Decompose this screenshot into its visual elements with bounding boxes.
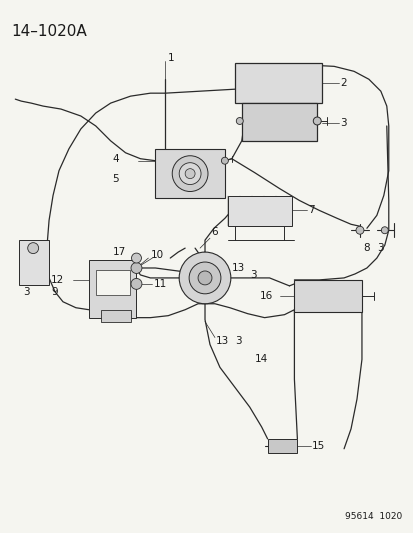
- Circle shape: [221, 157, 228, 164]
- Bar: [227, 197, 292, 227]
- Text: 16: 16: [259, 291, 272, 301]
- Circle shape: [172, 156, 207, 191]
- Text: 5: 5: [112, 174, 119, 183]
- Text: 7: 7: [308, 205, 314, 215]
- Bar: [234, 63, 321, 103]
- Circle shape: [131, 278, 142, 289]
- Circle shape: [380, 227, 387, 234]
- Text: 13: 13: [231, 263, 244, 273]
- Text: 9: 9: [51, 287, 57, 297]
- Text: 14–1020A: 14–1020A: [11, 23, 87, 38]
- Bar: [95, 270, 129, 295]
- Text: 12: 12: [51, 275, 64, 285]
- Bar: [19, 240, 49, 285]
- Text: 3: 3: [339, 118, 346, 128]
- Bar: [294, 280, 361, 312]
- Text: 2: 2: [339, 78, 346, 88]
- Circle shape: [197, 271, 211, 285]
- Text: 3: 3: [376, 243, 382, 253]
- Text: 14: 14: [254, 354, 267, 365]
- Circle shape: [179, 163, 201, 184]
- Circle shape: [355, 227, 363, 234]
- Text: 95614  1020: 95614 1020: [344, 512, 402, 521]
- Circle shape: [131, 263, 142, 273]
- Circle shape: [313, 117, 320, 125]
- Text: 15: 15: [311, 441, 325, 451]
- Text: 11: 11: [153, 279, 166, 289]
- Text: 4: 4: [112, 154, 119, 164]
- Circle shape: [131, 253, 141, 263]
- Text: 3: 3: [249, 270, 256, 280]
- Text: 3: 3: [234, 336, 241, 346]
- Text: 10: 10: [150, 250, 163, 260]
- Bar: [88, 260, 136, 318]
- Circle shape: [185, 168, 195, 179]
- Text: 13: 13: [216, 336, 229, 346]
- Text: 6: 6: [211, 227, 217, 237]
- Circle shape: [189, 262, 221, 294]
- Text: 8: 8: [362, 243, 369, 253]
- Bar: [241, 103, 316, 141]
- Circle shape: [28, 243, 38, 254]
- Text: 3: 3: [23, 287, 30, 297]
- Bar: [267, 439, 297, 453]
- Text: 1: 1: [168, 53, 174, 63]
- Text: 17: 17: [112, 247, 126, 257]
- Bar: [155, 149, 224, 198]
- Bar: [100, 310, 130, 321]
- Circle shape: [179, 252, 230, 304]
- Circle shape: [236, 117, 243, 125]
